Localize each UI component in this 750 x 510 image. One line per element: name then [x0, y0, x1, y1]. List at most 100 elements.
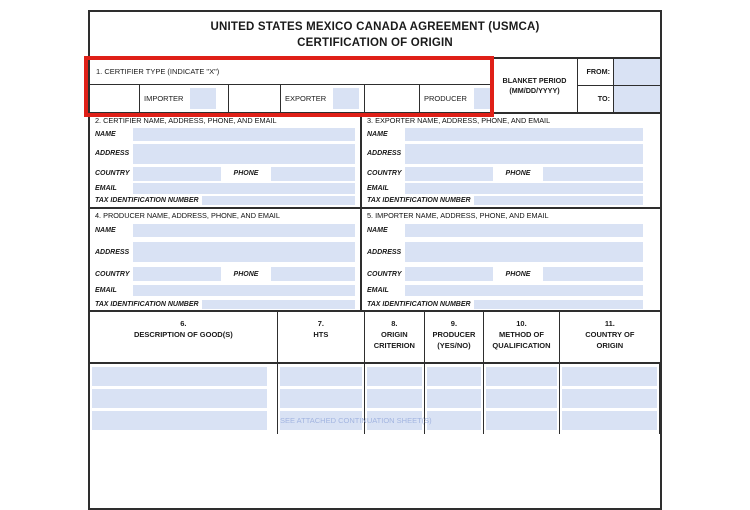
certifier-country-input[interactable] — [133, 166, 221, 181]
tax-id-label: TAX IDENTIFICATION NUMBER — [95, 197, 199, 204]
name-label: NAME — [95, 130, 116, 138]
origin-criterion-input-row1[interactable] — [367, 367, 422, 386]
description-input-row3[interactable] — [92, 411, 267, 430]
certifier-option-importer: IMPORTER — [140, 85, 229, 112]
origin-criterion-input-row2[interactable] — [367, 389, 422, 408]
phone-label: PHONE — [233, 170, 259, 177]
country-label: COUNTRY — [95, 270, 130, 278]
certifier-empty-cell — [229, 85, 281, 112]
certifier-name-input[interactable] — [133, 127, 355, 141]
column-header-producer: 9. PRODUCER (YES/NO) — [425, 312, 485, 362]
producer-section: 4. PRODUCER NAME, ADDRESS, PHONE, AND EM… — [90, 209, 362, 310]
certifier-type-options: IMPORTER EXPORTER PRODUCER — [90, 85, 490, 112]
method-input-row2[interactable] — [486, 389, 557, 408]
importer-phone-input[interactable] — [543, 267, 643, 282]
blanket-to-row: TO: — [578, 85, 660, 112]
exporter-phone-input[interactable] — [543, 166, 643, 181]
producer-yesno-input-row2[interactable] — [426, 389, 482, 408]
email-label: EMAIL — [95, 287, 117, 295]
certifier-tax-id-input[interactable] — [201, 196, 355, 205]
blanket-to-input[interactable] — [613, 85, 660, 112]
exporter-label: EXPORTER — [285, 94, 327, 103]
form-title-line1: UNITED STATES MEXICO CANADA AGREEMENT (U… — [210, 21, 540, 33]
goods-table-header: 6. DESCRIPTION OF GOOD(S) 7. HTS 8. ORIG… — [90, 312, 660, 364]
producer-checkbox[interactable] — [473, 88, 490, 109]
certifier-blanket-band: 1. CERTIFIER TYPE (INDICATE "X") IMPORTE… — [84, 56, 660, 117]
phone-label: PHONE — [505, 170, 531, 177]
producer-section-header: 4. PRODUCER NAME, ADDRESS, PHONE, AND EM… — [95, 211, 280, 220]
goods-table-body: SEE ATTACHED CONTINUATION SHEET(S) — [90, 364, 660, 434]
producer-yesno-input-row1[interactable] — [426, 367, 482, 386]
producer-name-input[interactable] — [133, 223, 355, 237]
importer-country-input[interactable] — [405, 267, 493, 282]
importer-section: 5. IMPORTER NAME, ADDRESS, PHONE, AND EM… — [362, 209, 660, 310]
goods-column-producer — [425, 364, 485, 434]
exporter-email-input[interactable] — [405, 183, 643, 194]
certifier-type-section: 1. CERTIFIER TYPE (INDICATE "X") IMPORTE… — [90, 59, 490, 112]
exporter-country-input[interactable] — [405, 166, 493, 181]
importer-name-input[interactable] — [405, 223, 643, 237]
blanket-from-input[interactable] — [613, 59, 660, 85]
name-label: NAME — [95, 226, 116, 234]
exporter-checkbox[interactable] — [333, 88, 360, 109]
tax-id-label: TAX IDENTIFICATION NUMBER — [95, 300, 199, 308]
country-label: COUNTRY — [95, 170, 130, 177]
exporter-section-header: 3. EXPORTER NAME, ADDRESS, PHONE, AND EM… — [367, 116, 551, 125]
description-input-row1[interactable] — [92, 367, 267, 386]
column-header-description: 6. DESCRIPTION OF GOOD(S) — [90, 312, 278, 362]
address-label: ADDRESS — [367, 248, 402, 256]
country-of-origin-input-row2[interactable] — [561, 389, 657, 408]
country-label: COUNTRY — [367, 170, 402, 177]
party-sections-bottom: 4. PRODUCER NAME, ADDRESS, PHONE, AND EM… — [90, 209, 660, 312]
hts-input-row2[interactable] — [279, 389, 363, 408]
address-label: ADDRESS — [95, 248, 130, 256]
certifier-phone-input[interactable] — [271, 166, 355, 181]
method-input-row3[interactable] — [486, 411, 557, 430]
producer-yesno-input-row3[interactable] — [426, 411, 482, 430]
method-input-row1[interactable] — [486, 367, 557, 386]
producer-label: PRODUCER — [424, 94, 467, 103]
email-label: EMAIL — [367, 287, 389, 295]
blanket-period-rows: FROM: TO: — [578, 59, 660, 112]
exporter-address-input[interactable] — [405, 143, 643, 164]
importer-tax-id-input[interactable] — [473, 299, 643, 309]
producer-email-input[interactable] — [133, 285, 355, 297]
certifier-empty-cell — [365, 85, 420, 112]
address-label: ADDRESS — [95, 150, 130, 157]
producer-phone-input[interactable] — [271, 267, 355, 282]
importer-address-input[interactable] — [405, 242, 643, 263]
description-input-row2[interactable] — [92, 389, 267, 408]
importer-checkbox[interactable] — [190, 88, 217, 109]
blanket-period-label-line2: (MM/DD/YYYY) — [509, 85, 560, 95]
producer-address-input[interactable] — [133, 242, 355, 263]
party-sections-top: 2. CERTIFIER NAME, ADDRESS, PHONE, AND E… — [90, 114, 660, 209]
column-header-hts: 7. HTS — [278, 312, 366, 362]
certifier-option-exporter: EXPORTER — [281, 85, 365, 112]
to-label: TO: — [597, 94, 610, 104]
exporter-tax-id-input[interactable] — [473, 196, 643, 205]
country-label: COUNTRY — [367, 270, 402, 278]
country-of-origin-input-row1[interactable] — [561, 367, 657, 386]
certifier-section: 2. CERTIFIER NAME, ADDRESS, PHONE, AND E… — [90, 114, 362, 207]
producer-country-input[interactable] — [133, 267, 221, 282]
phone-label: PHONE — [233, 270, 259, 278]
exporter-name-input[interactable] — [405, 127, 643, 141]
usmca-form: UNITED STATES MEXICO CANADA AGREEMENT (U… — [84, 10, 662, 510]
blanket-from-row: FROM: — [578, 59, 660, 86]
producer-tax-id-input[interactable] — [201, 299, 355, 309]
tax-id-label: TAX IDENTIFICATION NUMBER — [367, 197, 471, 204]
importer-email-input[interactable] — [405, 285, 643, 297]
blanket-period-label: BLANKET PERIOD (MM/DD/YYYY) — [492, 59, 578, 112]
certifier-type-label: 1. CERTIFIER TYPE (INDICATE "X") — [90, 59, 490, 85]
goods-column-description — [90, 364, 278, 434]
certifier-empty-cell — [90, 85, 140, 112]
name-label: NAME — [367, 226, 388, 234]
goods-column-country — [560, 364, 660, 434]
country-of-origin-input-row3[interactable] — [561, 411, 657, 430]
certifier-address-input[interactable] — [133, 143, 355, 164]
blanket-period-section: BLANKET PERIOD (MM/DD/YYYY) FROM: TO: — [490, 59, 660, 112]
form-title-line2: CERTIFICATION OF ORIGIN — [297, 37, 453, 49]
certifier-email-input[interactable] — [133, 183, 355, 194]
phone-label: PHONE — [505, 270, 531, 278]
hts-input-row1[interactable] — [279, 367, 363, 386]
